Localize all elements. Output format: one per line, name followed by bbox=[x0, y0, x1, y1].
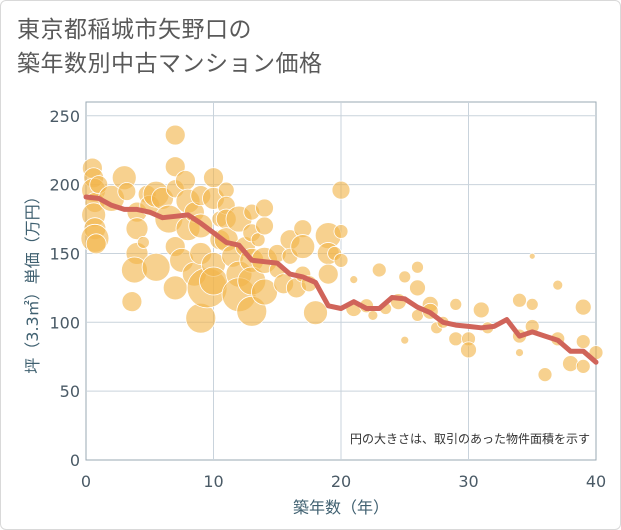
data-bubble bbox=[164, 124, 186, 146]
data-bubble bbox=[398, 270, 412, 284]
data-bubble bbox=[537, 367, 553, 383]
chart-title-line-2: 築年数別中古マンション価格 bbox=[17, 51, 323, 77]
y-tick-label: 250 bbox=[49, 107, 80, 126]
data-bubble bbox=[512, 292, 527, 308]
x-axis-ticks: 0 10 20 30 40 bbox=[81, 472, 606, 491]
data-bubble bbox=[136, 236, 150, 249]
data-bubble bbox=[117, 182, 137, 201]
y-axis-ticks: 0 50 100 150 200 250 bbox=[49, 107, 80, 470]
data-bubble bbox=[333, 224, 349, 239]
data-bubble bbox=[449, 298, 463, 311]
average-price-line bbox=[83, 194, 599, 365]
data-bubble bbox=[515, 348, 524, 358]
y-axis-label: 坪（3.3㎡）単価（万円） bbox=[23, 188, 42, 373]
data-bubble bbox=[255, 216, 274, 236]
x-tick-label: 0 bbox=[81, 472, 91, 491]
data-bubble bbox=[125, 217, 149, 241]
data-bubble bbox=[333, 252, 349, 268]
data-bubble bbox=[255, 198, 274, 218]
x-axis-label: 築年数（年） bbox=[293, 498, 389, 517]
data-bubble bbox=[460, 341, 477, 359]
data-bubble bbox=[290, 234, 316, 259]
x-tick-label: 30 bbox=[458, 472, 478, 491]
data-bubble bbox=[367, 310, 379, 321]
x-tick-label: 20 bbox=[331, 472, 351, 491]
data-bubble bbox=[574, 298, 592, 316]
y-tick-label: 100 bbox=[49, 313, 80, 332]
bubbles bbox=[80, 124, 604, 383]
data-bubble bbox=[448, 331, 464, 347]
data-bubble bbox=[400, 335, 410, 345]
y-tick-label: 200 bbox=[49, 176, 80, 195]
data-bubble bbox=[525, 298, 539, 311]
data-bubble bbox=[199, 266, 228, 296]
data-bubble bbox=[528, 252, 536, 260]
x-tick-label: 10 bbox=[203, 472, 223, 491]
y-tick-label: 0 bbox=[70, 451, 80, 470]
data-bubble bbox=[121, 291, 143, 313]
data-bubble bbox=[331, 180, 351, 200]
chart-title-line-1: 東京都稲城市矢野口の bbox=[17, 17, 252, 43]
data-bubble bbox=[175, 170, 196, 191]
data-bubble bbox=[562, 355, 579, 373]
x-tick-label: 40 bbox=[586, 472, 606, 491]
data-bubble bbox=[575, 334, 591, 349]
data-bubble bbox=[371, 262, 387, 278]
data-bubble bbox=[575, 358, 591, 374]
data-bubble bbox=[217, 181, 235, 199]
trend-line-layer bbox=[83, 194, 599, 365]
data-bubble bbox=[472, 301, 490, 319]
data-bubble bbox=[141, 252, 171, 282]
data-bubble bbox=[411, 260, 424, 274]
data-bubble bbox=[317, 263, 339, 285]
y-tick-label: 50 bbox=[60, 382, 80, 401]
y-tick-label: 150 bbox=[49, 244, 80, 263]
data-bubble bbox=[409, 279, 426, 297]
data-bubble bbox=[349, 275, 359, 285]
data-bubble bbox=[85, 233, 107, 255]
data-bubble bbox=[303, 300, 328, 326]
chart-title: 東京都稲城市矢野口の 築年数別中古マンション価格 bbox=[17, 13, 323, 81]
size-note: 円の大きさは、取引のあった物件面積を示す bbox=[350, 431, 590, 446]
data-bubble bbox=[552, 279, 564, 291]
